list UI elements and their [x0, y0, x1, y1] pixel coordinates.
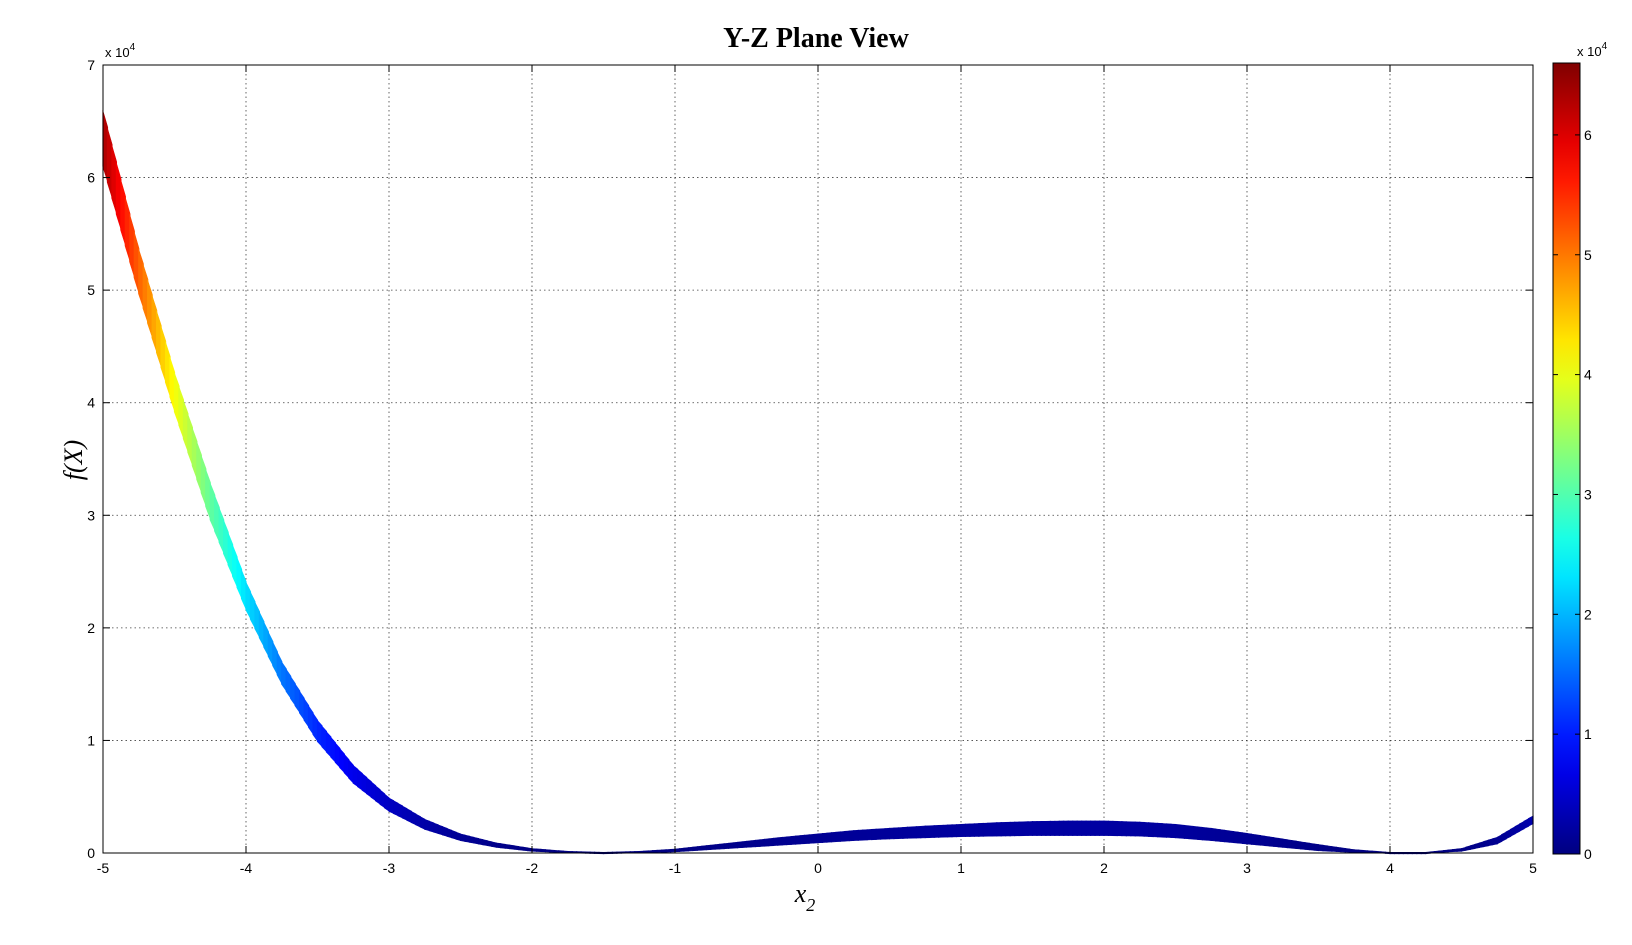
- x-axis-label: x2: [794, 879, 816, 915]
- x-axis-label-main: x: [794, 879, 807, 908]
- y-exponent-base: x 10: [105, 45, 130, 60]
- y-tick-label: 7: [87, 57, 95, 73]
- colorbar-tick-label: 4: [1584, 367, 1592, 383]
- colorbar-exponent-base: x 10: [1577, 44, 1602, 59]
- y-tick-label: 1: [87, 732, 95, 748]
- x-tick-label: 4: [1386, 860, 1394, 876]
- y-exponent-label: x 104: [105, 42, 136, 60]
- y-tick-label: 5: [87, 282, 95, 298]
- y-tick-label: 6: [87, 170, 95, 186]
- y-tick-label: 0: [87, 845, 95, 861]
- x-tick-label: 5: [1529, 860, 1537, 876]
- y-tick-label: 2: [87, 620, 95, 636]
- chart-title: Y-Z Plane View: [723, 23, 909, 54]
- colorbar-exponent-power: 4: [1602, 41, 1608, 52]
- x-tick-label: 3: [1243, 860, 1251, 876]
- colorbar-tick-label: 1: [1584, 726, 1592, 742]
- colorbar: [1552, 62, 1581, 855]
- x-tick-label: 0: [814, 860, 822, 876]
- grid-lines: [103, 65, 1533, 853]
- x-axis-ticks: -5 -4 -3 -2 -1 0 1 2 3 4 5: [97, 65, 1537, 876]
- x-tick-label: 1: [957, 860, 965, 876]
- colorbar-tick-label: 6: [1584, 127, 1592, 143]
- colorbar-tick-label: 0: [1584, 846, 1592, 862]
- colorbar-ticks: 0 1 2 3 4 5 6: [1553, 127, 1592, 862]
- colorbar-exponent-label: x 104: [1577, 41, 1608, 59]
- data-band: [102, 109, 1534, 855]
- x-tick-label: 2: [1100, 860, 1108, 876]
- x-tick-label: -5: [97, 860, 110, 876]
- y-axis-label: f(X): [59, 440, 88, 480]
- y-axis-ticks: 0 1 2 3 4 5 6 7: [87, 57, 1533, 861]
- y-tick-label: 3: [87, 507, 95, 523]
- y-exponent-power: 4: [130, 42, 136, 53]
- x-tick-label: -3: [383, 860, 396, 876]
- x-tick-label: -1: [669, 860, 682, 876]
- x-tick-label: -2: [526, 860, 539, 876]
- y-tick-label: 4: [87, 395, 95, 411]
- colorbar-tick-label: 5: [1584, 247, 1592, 263]
- x-tick-label: -4: [240, 860, 253, 876]
- colorbar-tick-label: 2: [1584, 606, 1592, 622]
- x-axis-label-subscript: 2: [806, 895, 815, 915]
- colorbar-tick-label: 3: [1584, 486, 1592, 502]
